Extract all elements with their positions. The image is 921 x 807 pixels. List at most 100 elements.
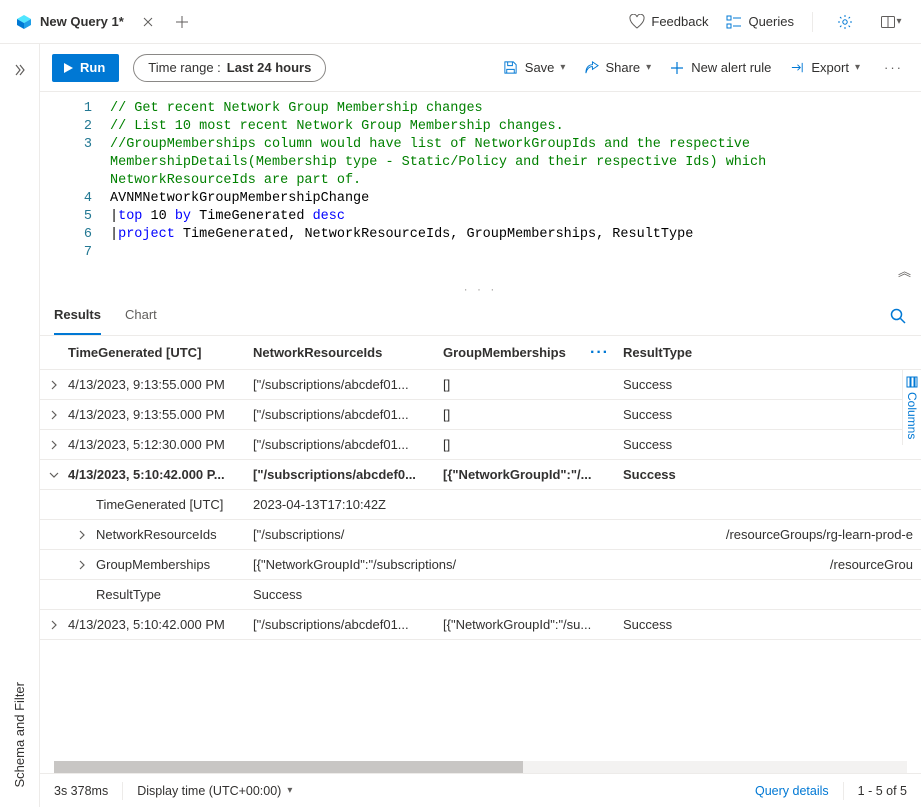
query-cube-icon [16, 14, 32, 30]
query-tab[interactable]: New Query 1* [8, 6, 132, 38]
query-editor[interactable]: 1234567 // Get recent Network Group Memb… [40, 92, 921, 286]
detail-key: NetworkResourceIds [96, 527, 253, 542]
detail-row: GroupMemberships[{"NetworkGroupId":"/sub… [40, 550, 921, 580]
col-timegenerated[interactable]: TimeGenerated [UTC] [68, 345, 253, 360]
cell-resulttype: Success [623, 407, 773, 422]
row-expand-button[interactable] [40, 410, 68, 420]
export-button[interactable]: Export ▾ [789, 60, 860, 76]
detail-value: Success [253, 587, 921, 602]
table-row[interactable]: 4/13/2023, 9:13:55.000 PM["/subscription… [40, 400, 921, 430]
table-row[interactable]: 4/13/2023, 5:12:30.000 PM["/subscription… [40, 430, 921, 460]
panel-button[interactable]: ▾ [877, 8, 905, 36]
plus-icon [669, 60, 685, 76]
display-time-picker[interactable]: Display time (UTC+00:00) ▾ [137, 784, 292, 798]
rail-label[interactable]: Schema and Filter [12, 682, 27, 788]
display-time-label: Display time (UTC+00:00) [137, 784, 281, 798]
new-alert-label: New alert rule [691, 60, 771, 75]
row-expand-button[interactable] [40, 620, 68, 630]
query-toolbar: Run Time range : Last 24 hours Save ▾ [40, 44, 921, 92]
col-resulttype[interactable]: ResultType [623, 345, 773, 360]
cell-resulttype: Success [623, 617, 773, 632]
double-chevron-up-icon: ︽ [898, 265, 911, 280]
columns-panel-toggle[interactable]: Columns [902, 370, 921, 445]
export-label: Export [811, 60, 849, 75]
toolbar-more-button[interactable]: ··· [878, 60, 909, 75]
detail-row: NetworkResourceIds["/subscriptions//reso… [40, 520, 921, 550]
cell-timegenerated: 4/13/2023, 5:12:30.000 PM [68, 437, 253, 452]
cell-timegenerated: 4/13/2023, 5:10:42.000 PM [68, 617, 253, 632]
column-more-button[interactable]: ··· [590, 344, 615, 362]
cell-resulttype: Success [623, 377, 773, 392]
heart-icon [629, 14, 645, 30]
share-label: Share [605, 60, 640, 75]
export-icon [789, 60, 805, 76]
status-bar: 3s 378ms Display time (UTC+00:00) ▾ Quer… [40, 773, 921, 807]
save-label: Save [525, 60, 555, 75]
editor-collapse-button[interactable]: ︽ [898, 264, 911, 282]
cell-groupmemberships: [] [443, 407, 623, 422]
detail-expand-button[interactable] [68, 530, 96, 540]
tab-results-label: Results [54, 307, 101, 322]
save-button[interactable]: Save ▾ [503, 60, 566, 76]
results-tabbar: Results Chart [40, 296, 921, 336]
cell-groupmemberships: [] [443, 377, 623, 392]
row-expand-button[interactable] [40, 380, 68, 390]
run-button[interactable]: Run [52, 54, 119, 82]
detail-expand-button[interactable] [68, 560, 96, 570]
columns-label: Columns [905, 392, 919, 439]
col-networkresourceids[interactable]: NetworkResourceIds [253, 345, 443, 360]
table-row[interactable]: 4/13/2023, 9:13:55.000 PM["/subscription… [40, 370, 921, 400]
table-row[interactable]: 4/13/2023, 5:10:42.000 PM["/subscription… [40, 610, 921, 640]
cell-groupmemberships: [] [443, 437, 623, 452]
rail-expand-button[interactable] [6, 56, 34, 84]
row-expand-button[interactable] [40, 440, 68, 450]
play-icon [62, 62, 74, 74]
grid-header: TimeGenerated [UTC] NetworkResourceIds G… [40, 336, 921, 370]
detail-key: GroupMemberships [96, 557, 253, 572]
table-row[interactable]: 4/13/2023, 5:10:42.000 P...["/subscripti… [40, 460, 921, 490]
resize-handle[interactable]: · · · [40, 286, 921, 296]
editor-code[interactable]: // Get recent Network Group Membership c… [110, 100, 921, 262]
detail-value: 2023-04-13T17:10:42Z [253, 497, 921, 512]
cell-networkresourceids: ["/subscriptions/abcdef0... [253, 467, 443, 482]
row-expand-button[interactable] [40, 470, 68, 480]
left-rail: Schema and Filter [0, 44, 40, 807]
horizontal-scrollbar[interactable] [54, 761, 907, 773]
run-label: Run [80, 60, 105, 75]
feedback-button[interactable]: Feedback [629, 14, 708, 30]
save-icon [503, 60, 519, 76]
settings-button[interactable] [831, 8, 859, 36]
cell-networkresourceids: ["/subscriptions/abcdef01... [253, 437, 443, 452]
separator [812, 12, 813, 32]
results-scroll[interactable]: TimeGenerated [UTC] NetworkResourceIds G… [40, 336, 921, 761]
results-search-button[interactable] [889, 307, 907, 325]
timerange-value: Last 24 hours [227, 60, 312, 75]
tab-bar: New Query 1* Feedback Queries [0, 0, 921, 44]
chevron-down-icon: ▾ [560, 62, 565, 73]
cell-timegenerated: 4/13/2023, 9:13:55.000 PM [68, 377, 253, 392]
query-details-link[interactable]: Query details [755, 784, 829, 798]
new-tab-button[interactable] [168, 8, 196, 36]
columns-icon [906, 376, 918, 388]
tab-chart[interactable]: Chart [125, 296, 157, 335]
panel-icon [880, 14, 896, 30]
timerange-picker[interactable]: Time range : Last 24 hours [133, 54, 326, 82]
cell-networkresourceids: ["/subscriptions/abcdef01... [253, 617, 443, 632]
share-button[interactable]: Share ▾ [583, 60, 651, 76]
cell-groupmemberships: [{"NetworkGroupId":"/... [443, 467, 623, 482]
queries-button[interactable]: Queries [726, 14, 794, 30]
cell-networkresourceids: ["/subscriptions/abcdef01... [253, 407, 443, 422]
cell-networkresourceids: ["/subscriptions/abcdef01... [253, 377, 443, 392]
status-duration: 3s 378ms [54, 784, 108, 798]
scrollbar-thumb[interactable] [54, 761, 523, 773]
tab-close-button[interactable] [136, 10, 160, 34]
col-groupmemberships[interactable]: GroupMemberships [443, 345, 566, 360]
new-alert-button[interactable]: New alert rule [669, 60, 771, 76]
tab-results[interactable]: Results [54, 296, 101, 335]
cell-resulttype: Success [623, 467, 773, 482]
cell-resulttype: Success [623, 437, 773, 452]
queries-icon [726, 14, 742, 30]
detail-key: TimeGenerated [UTC] [96, 497, 253, 512]
share-icon [583, 60, 599, 76]
double-chevron-right-icon [13, 63, 27, 77]
